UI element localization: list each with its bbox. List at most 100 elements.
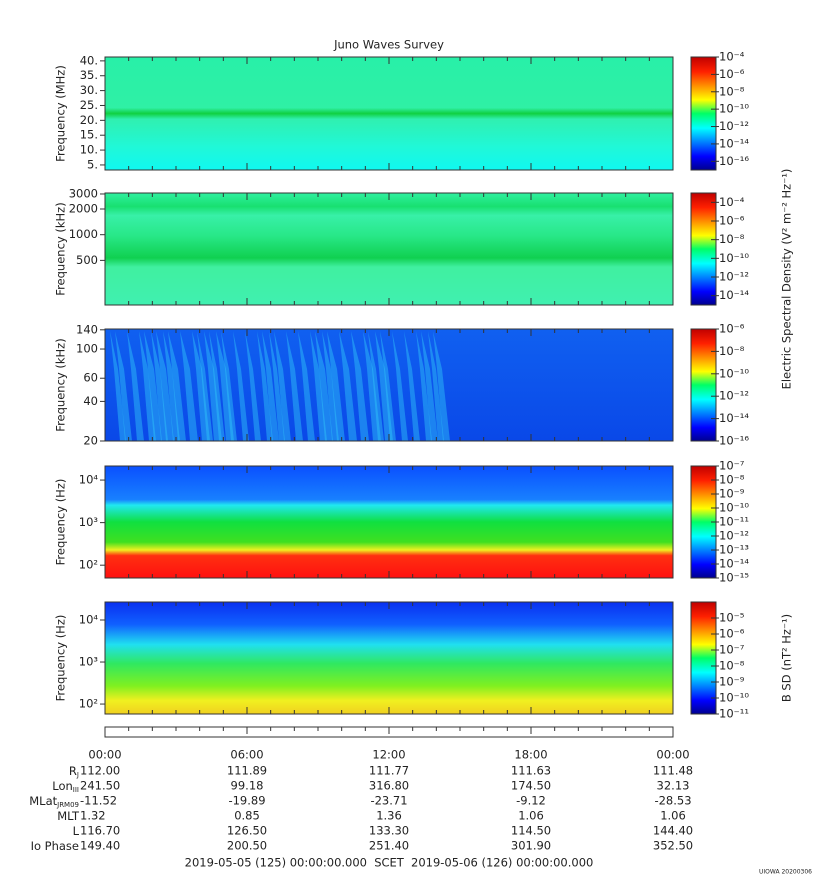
time-label: 18:00 <box>514 748 547 762</box>
ephemeris-name: R <box>69 764 77 778</box>
emission-streak <box>269 331 285 441</box>
colorbar <box>691 602 716 714</box>
footer-end: 2019-05-06 (126) 00:00:00.000 <box>411 856 593 870</box>
ephemeris-label: MLatJRM09 <box>29 794 79 810</box>
colorbar-tick-label: 10⁻⁶ <box>719 214 745 228</box>
emission-streak <box>274 331 291 441</box>
emission-streak <box>110 331 126 441</box>
ephemeris-value: 111.89 <box>227 764 267 778</box>
emission-streak <box>192 331 210 441</box>
ephemeris-value: 99.18 <box>231 779 264 793</box>
emission-streak <box>404 331 420 441</box>
colorbar-tick-label: 10⁻⁴ <box>719 195 745 209</box>
colorbar-tick-label: 10⁻¹² <box>719 529 749 543</box>
emission-streak <box>151 331 168 441</box>
time-label: 00:00 <box>88 748 121 762</box>
emission-streak <box>257 331 273 441</box>
colorbar-tick-label: 10⁻⁶ <box>719 322 745 336</box>
credit: UIOWA 20200306 <box>759 869 812 876</box>
colorbar-tick-label: 10⁻¹³ <box>719 543 749 557</box>
emission-streak <box>156 331 174 441</box>
y-tick-label: 10³ <box>79 655 99 669</box>
colorbar-tick-label: 10⁻¹⁰ <box>719 366 749 380</box>
ephemeris-sub: JRM09 <box>56 801 79 809</box>
colorbar-frame <box>690 56 717 171</box>
y-tick-label: 140 <box>76 322 98 336</box>
colorbar-tick-label: 10⁻⁸ <box>719 344 745 358</box>
ephemeris-value: 111.63 <box>511 764 551 778</box>
y-axis-label: Frequency (Hz) <box>54 479 68 566</box>
emission-streak <box>315 331 333 441</box>
spectrogram <box>105 329 673 441</box>
emission-streak <box>127 331 144 441</box>
colorbar-frame <box>690 192 717 306</box>
colorbar-tick-label: 10⁻¹⁵ <box>719 571 749 585</box>
colorbar-tick-label: 10⁻⁷ <box>719 459 745 473</box>
colorbar-tick-label: 10⁻¹² <box>719 389 749 403</box>
ephemeris-value: 112.00 <box>80 764 120 778</box>
ephemeris-sub: III <box>73 786 79 794</box>
ephemeris-value: 352.50 <box>653 839 693 853</box>
y-tick-label: 60 <box>83 371 98 385</box>
colorbar-tick-label: 10⁻¹⁴ <box>719 136 749 150</box>
y-tick-label: 3000 <box>69 186 98 200</box>
ephemeris-name: Io Phase <box>31 839 79 853</box>
time-label: 12:00 <box>372 748 405 762</box>
footer-label: SCET <box>374 856 405 870</box>
y-tick-label: 10² <box>79 697 98 711</box>
emission-streak <box>209 331 225 441</box>
emission-streak <box>433 331 450 441</box>
ephemeris-label: LonIII <box>52 779 79 795</box>
emission-streak <box>363 331 381 441</box>
colorbar-tick-label: 10⁻⁷ <box>719 643 745 657</box>
y-tick-label: 5. <box>87 157 98 171</box>
emission-streak <box>351 331 369 441</box>
emission-streak <box>163 331 180 441</box>
ephemeris-value: 116.70 <box>80 824 120 838</box>
time-label: 00:00 <box>656 748 689 762</box>
y-tick-label: 1000 <box>69 227 98 241</box>
y-axis-label: Frequency (kHz) <box>54 202 68 295</box>
emission-streak <box>310 331 327 441</box>
ephemeris-value: 1.06 <box>660 809 686 823</box>
ephemeris-name: MLat <box>29 794 57 808</box>
y-tick-label: 40 <box>83 394 98 408</box>
colorbar-tick-label: 10⁻⁹ <box>719 675 745 689</box>
ephemeris-value: 111.48 <box>653 764 693 778</box>
emission-streak <box>421 331 438 441</box>
ephemeris-value: 174.50 <box>511 779 551 793</box>
y-tick-label: 10. <box>80 143 98 157</box>
ephemeris-name: MLT <box>57 809 80 823</box>
y-tick-label: 30. <box>80 83 98 97</box>
emission-streak <box>144 331 162 441</box>
y-tick-label: 25. <box>80 98 98 112</box>
ephemeris-value: 1.32 <box>80 809 106 823</box>
colorbar-tick-label: 10⁻¹¹ <box>719 707 749 721</box>
ephemeris-label: Io Phase <box>31 839 79 853</box>
emission-streak <box>339 331 357 441</box>
emission-streak <box>392 331 408 441</box>
ephemeris-value: 32.13 <box>657 779 690 793</box>
y-axis-label: Frequency (MHz) <box>54 65 68 162</box>
emission-streak <box>245 331 261 441</box>
spectrogram <box>105 57 673 170</box>
emission-streak <box>233 331 249 441</box>
y-tick-label: 15. <box>80 128 98 142</box>
colorbar-tick-label: 10⁻⁴ <box>719 50 745 64</box>
y-tick-label: 10³ <box>79 515 99 529</box>
colorbar <box>691 193 716 305</box>
colorbar-label: Electric Spectral Density (V² m⁻² Hz⁻¹) <box>780 169 794 390</box>
ephemeris-name: L <box>73 824 80 838</box>
ephemeris-value: 251.40 <box>369 839 409 853</box>
spectrogram <box>105 602 673 714</box>
ephemeris-name: Lon <box>52 779 73 793</box>
colorbar-tick-label: 10⁻⁸ <box>719 84 745 98</box>
ephemeris-value: 111.77 <box>369 764 409 778</box>
colorbar-tick-label: 10⁻¹¹ <box>719 515 749 529</box>
colorbar-tick-label: 10⁻¹⁰ <box>719 102 749 116</box>
emission-streak <box>416 331 432 441</box>
colorbar-tick-label: 10⁻⁸ <box>719 473 745 487</box>
colorbar-tick-label: 10⁻¹⁰ <box>719 251 749 265</box>
y-tick-label: 40. <box>80 53 98 67</box>
